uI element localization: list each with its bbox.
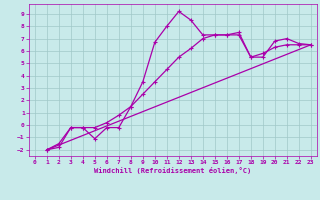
X-axis label: Windchill (Refroidissement éolien,°C): Windchill (Refroidissement éolien,°C) [94,167,252,174]
